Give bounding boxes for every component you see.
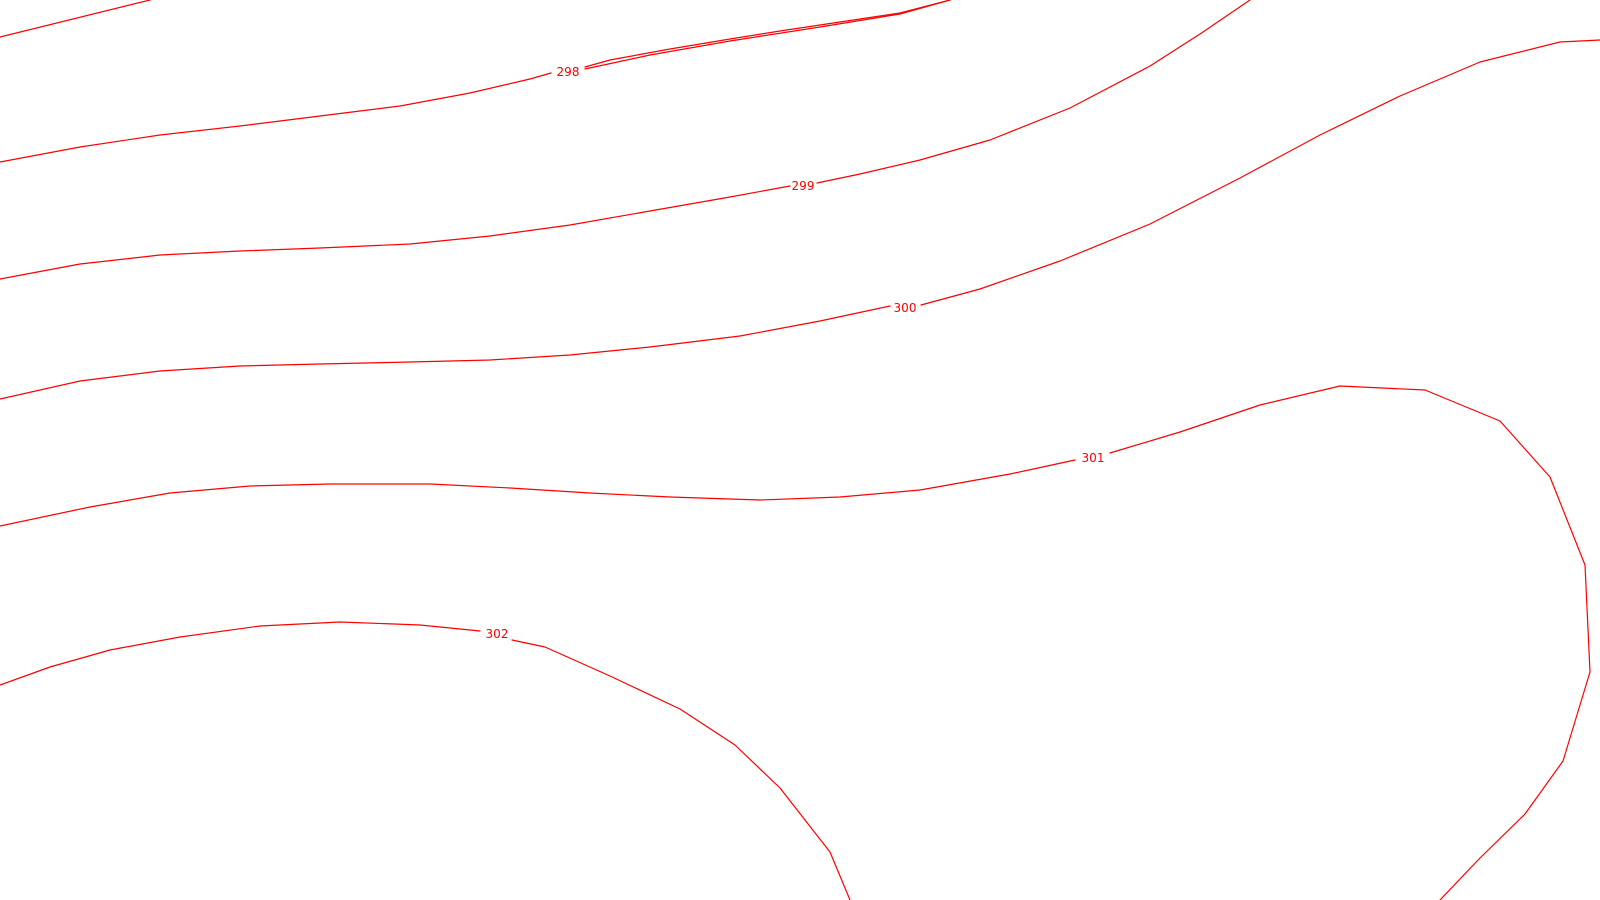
contour-line-299-right [816, 0, 1251, 184]
contour-label-298: 298 [557, 65, 580, 79]
contour-line-300-right [920, 39, 1600, 306]
contour-line-302-left [0, 621, 481, 686]
contour-label-299: 299 [792, 179, 815, 193]
contour-label-301: 301 [1082, 451, 1105, 465]
contour-298: 298 [0, 0, 951, 163]
contour-line-301-left [0, 459, 1076, 527]
contour-label-302: 302 [486, 627, 509, 641]
contour-line-top-left [0, 0, 151, 38]
contour-299: 299 [0, 0, 1251, 280]
contour-302: 302 [0, 621, 851, 900]
contour-top-edge [0, 0, 951, 68]
contour-line-299-left [0, 185, 791, 280]
contour-line-302-right [511, 639, 851, 900]
contour-line-298-right [584, 0, 951, 70]
contour-300: 300 [0, 39, 1600, 400]
contour-line-top-center [584, 0, 951, 68]
contour-label-300: 300 [894, 301, 917, 315]
contour-line-298-left [0, 72, 552, 163]
contour-line-300-left [0, 305, 891, 400]
contour-line-301-right [1109, 385, 1591, 900]
contour-301: 301 [0, 385, 1591, 900]
